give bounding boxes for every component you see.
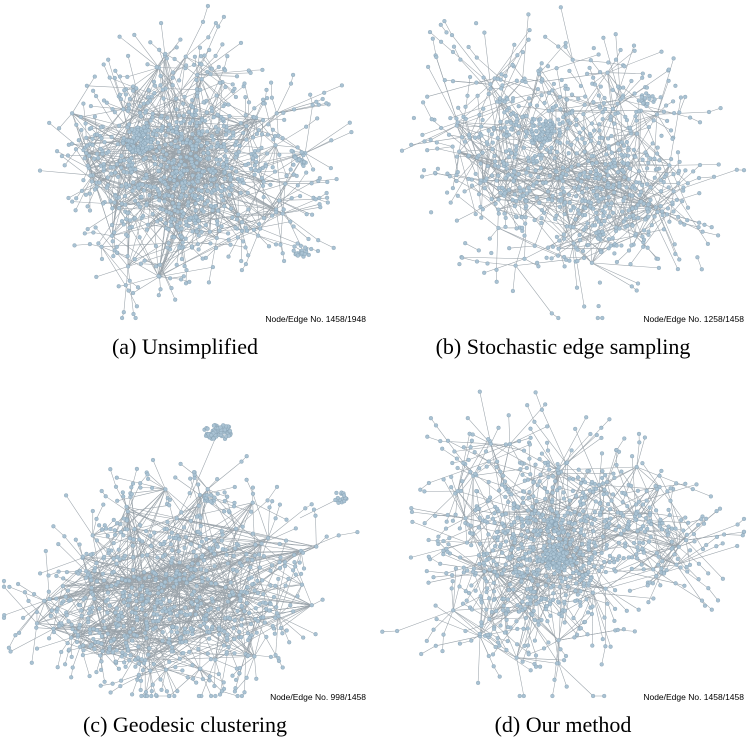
network-graph: [37, 3, 354, 321]
panel-stochastic-edge-sampling: Node/Edge No. 1258/1458 (b) Stochastic e…: [378, 0, 748, 370]
panel-unsimplified: Node/Edge No. 1458/1948 (a) Unsimplified: [0, 0, 370, 370]
panel-our-method: Node/Edge No. 1458/1458 (d) Our method: [378, 378, 748, 748]
panel-caption: (d) Our method: [494, 712, 632, 737]
panel-caption: (a) Unsimplified: [111, 334, 259, 359]
nodes-layer: [37, 3, 354, 321]
node-edge-count: Node/Edge No. 1458/1948: [265, 314, 366, 324]
network-graph: [380, 389, 747, 699]
nodes-layer: [380, 389, 747, 699]
network-graph: [399, 5, 747, 321]
node-edge-count: Node/Edge No. 998/1458: [270, 692, 366, 702]
network-graph: [1, 423, 360, 699]
node-edge-count: Node/Edge No. 1258/1458: [643, 314, 744, 324]
panel-geodesic-clustering: Node/Edge No. 998/1458 (c) Geodesic clus…: [0, 378, 370, 748]
nodes-layer: [1, 423, 360, 699]
panel-caption: (c) Geodesic clustering: [82, 712, 288, 737]
panel-caption: (b) Stochastic edge sampling: [435, 334, 691, 359]
nodes-layer: [399, 5, 747, 321]
node-edge-count: Node/Edge No. 1458/1458: [643, 692, 744, 702]
